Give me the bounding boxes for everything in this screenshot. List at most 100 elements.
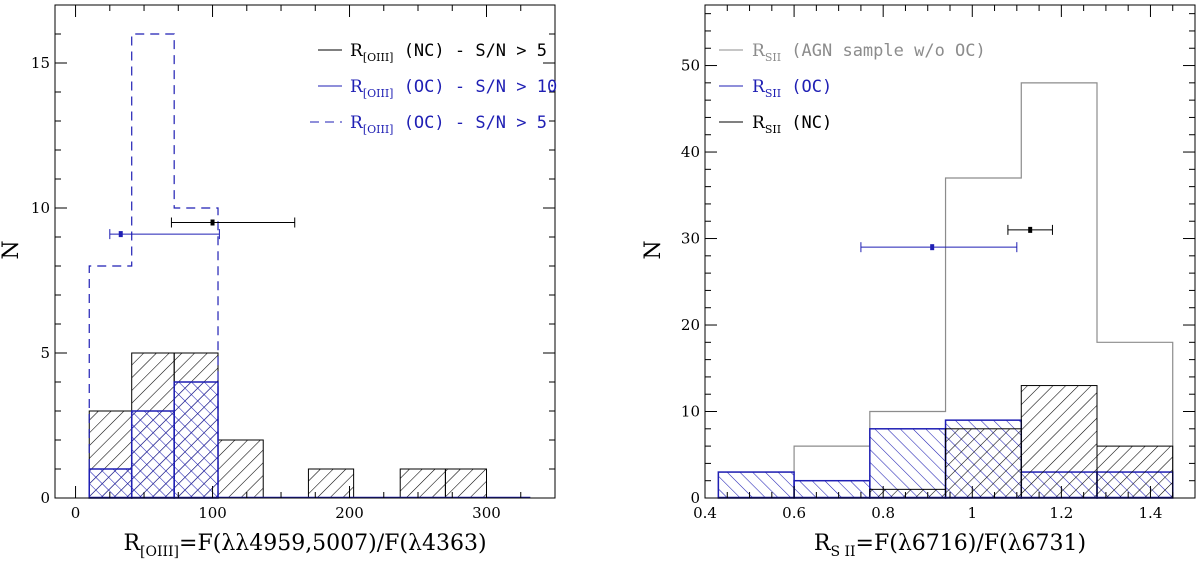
left-x-tick-label: 100 (198, 504, 227, 522)
errorbar-point (118, 231, 123, 238)
legend-label-sub: [OIII] (363, 87, 394, 100)
legend-label-sub: SII (765, 123, 781, 136)
histogram-bar (1020, 385, 1098, 499)
right-x-axis-title-main: R (814, 531, 832, 556)
right-y-tick-label: 50 (681, 57, 700, 75)
right-x-axis-title-rest: =F(λ6716)/F(λ6731) (856, 531, 1087, 556)
histogram-step-line (717, 82, 1174, 498)
right-x-tick-label: 0.4 (693, 504, 717, 522)
left-x-tick-label: 300 (472, 504, 501, 522)
histogram-step-line (88, 33, 219, 498)
legend-label-sub: SII (765, 87, 781, 100)
left-x-axis-title-sub: [OIII] (140, 544, 179, 560)
right-x-tick-label: 0.6 (782, 504, 806, 522)
left-histograms (88, 33, 531, 499)
legend-label-rest: (OC) - S/N > 5 (393, 113, 547, 133)
legend-label: RSII (NC) (752, 113, 832, 136)
legend-label-main: R (350, 41, 364, 61)
legend-label-rest: (OC) (781, 77, 832, 97)
legend-label-rest: (NC) (781, 113, 832, 133)
errorbar (170, 217, 296, 228)
right-panel: 0.4 0.6 0.8 1 1.2 1.4 0 10 20 30 40 50 N… (641, 4, 1196, 560)
right-y-axis-title: N (641, 240, 666, 259)
legend-entry: RSII (AGN sample w/o OC) (719, 41, 986, 64)
right-x-tick-labels: 0.4 0.6 0.8 1 1.2 1.4 (693, 504, 1162, 522)
left-errorbars (109, 217, 296, 240)
legend-entry: RSII (NC) (719, 113, 832, 136)
histogram-bar (217, 439, 264, 499)
left-plot-frame (54, 4, 556, 499)
right-y-tick-label: 20 (681, 316, 700, 334)
histogram-bar (869, 428, 947, 499)
right-y-tick-label: 0 (690, 489, 700, 507)
legend-label-sub: [OIII] (363, 123, 394, 136)
left-y-tick-labels: 0 5 10 15 (31, 54, 50, 507)
errorbar-point (1028, 226, 1033, 233)
left-legend: R[OIII] (NC) - S/N > 5 R[OIII] (OC) - S/… (310, 41, 557, 136)
legend-label-main: R (350, 77, 364, 97)
legend-label-sub: [OIII] (363, 51, 394, 64)
histogram-series (717, 82, 1174, 498)
left-x-axis-title: R[OIII]=F(λλ4959,5007)/F(λ4363) (123, 531, 486, 560)
histogram-bar (444, 468, 488, 499)
legend-entry: R[OIII] (OC) - S/N > 5 (310, 113, 547, 136)
left-x-tick-labels: 0 100 200 300 (71, 504, 501, 522)
legend-label: R[OIII] (NC) - S/N > 5 (350, 41, 547, 64)
legend-entry: RSII (OC) (719, 77, 832, 100)
legend-label: RSII (AGN sample w/o OC) (752, 41, 986, 64)
errorbar (109, 229, 220, 240)
legend-label-sub: SII (765, 51, 781, 64)
errorbar (860, 242, 1018, 253)
left-y-axis-title: N (0, 240, 24, 259)
right-x-tick-label: 1.2 (1049, 504, 1073, 522)
right-y-tick-label: 30 (681, 230, 700, 248)
histogram-series (88, 381, 219, 499)
legend-label-rest: (OC) - S/N > 10 (393, 77, 557, 97)
left-y-tick-label: 15 (31, 54, 50, 72)
legend-label: R[OIII] (OC) - S/N > 10 (350, 77, 557, 100)
legend-label: R[OIII] (OC) - S/N > 5 (350, 113, 547, 136)
histogram-series (869, 385, 1174, 499)
legend-label-rest: (AGN sample w/o OC) (781, 41, 986, 61)
legend-label-main: R (350, 113, 364, 133)
right-errorbars (860, 224, 1053, 253)
left-ticks (55, 4, 556, 499)
legend-entry: R[OIII] (NC) - S/N > 5 (318, 41, 547, 64)
left-y-tick-label: 10 (31, 199, 50, 217)
histogram-bar (1096, 445, 1174, 499)
right-x-axis-title-sub: S II (830, 544, 855, 560)
left-x-axis-title-rest: =F(λλ4959,5007)/F(λ4363) (179, 531, 487, 556)
left-x-tick-label: 200 (335, 504, 364, 522)
legend-entry: R[OIII] (OC) - S/N > 10 (318, 77, 557, 100)
legend-label-main: R (752, 77, 766, 97)
histogram-series (88, 33, 219, 498)
left-y-tick-label: 5 (40, 344, 50, 362)
legend-label-main: R (752, 113, 766, 133)
right-y-tick-labels: 0 10 20 30 40 50 (681, 57, 700, 507)
right-y-tick-label: 10 (681, 403, 700, 421)
errorbar (1007, 224, 1053, 235)
histogram-bar (173, 381, 219, 499)
right-legend: RSII (AGN sample w/o OC) RSII (OC) RSII … (719, 41, 986, 136)
left-x-tick-label: 0 (71, 504, 81, 522)
histogram-bar (869, 488, 947, 499)
histogram-bar (399, 468, 446, 499)
left-x-axis-title-main: R (123, 531, 141, 556)
histogram-bar (793, 479, 871, 499)
legend-label-rest: (NC) - S/N > 5 (393, 41, 547, 61)
histogram-bar (717, 471, 795, 499)
histogram-bar (945, 428, 1022, 499)
histogram-bar (130, 410, 175, 499)
errorbar-point (210, 219, 215, 226)
legend-label: RSII (OC) (752, 77, 832, 100)
left-panel: 0 100 200 300 0 5 10 15 N R[OIII]=F(λλ49… (0, 4, 557, 560)
histogram-bar (88, 468, 133, 499)
right-ticks (705, 5, 1196, 499)
errorbar-point (930, 244, 935, 251)
right-y-tick-label: 40 (681, 143, 700, 161)
right-x-tick-label: 1.4 (1139, 504, 1163, 522)
left-y-tick-label: 0 (40, 489, 50, 507)
right-histograms (717, 82, 1174, 499)
